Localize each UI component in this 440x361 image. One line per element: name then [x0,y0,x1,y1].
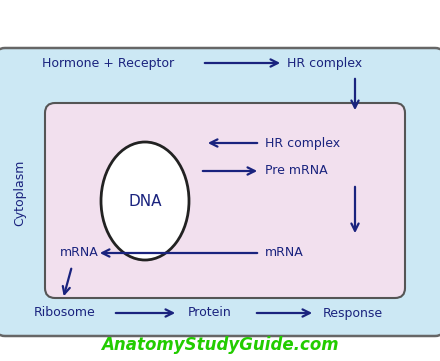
Text: HR complex: HR complex [287,57,363,70]
Text: mRNA: mRNA [60,247,99,260]
Text: Pre mRNA: Pre mRNA [265,165,328,178]
Text: Ribosome: Ribosome [34,306,96,319]
Text: Response: Response [323,306,383,319]
Text: Protein: Protein [188,306,232,319]
Text: Cytoplasm: Cytoplasm [14,160,26,226]
Text: AnatomyStudyGuide.com: AnatomyStudyGuide.com [101,336,339,354]
Text: Hormone + Receptor: Hormone + Receptor [42,57,174,70]
FancyBboxPatch shape [0,48,440,336]
Text: HR complex: HR complex [265,136,340,149]
FancyBboxPatch shape [45,103,405,298]
Text: mRNA: mRNA [265,247,304,260]
Text: DNA: DNA [128,193,162,209]
Ellipse shape [101,142,189,260]
